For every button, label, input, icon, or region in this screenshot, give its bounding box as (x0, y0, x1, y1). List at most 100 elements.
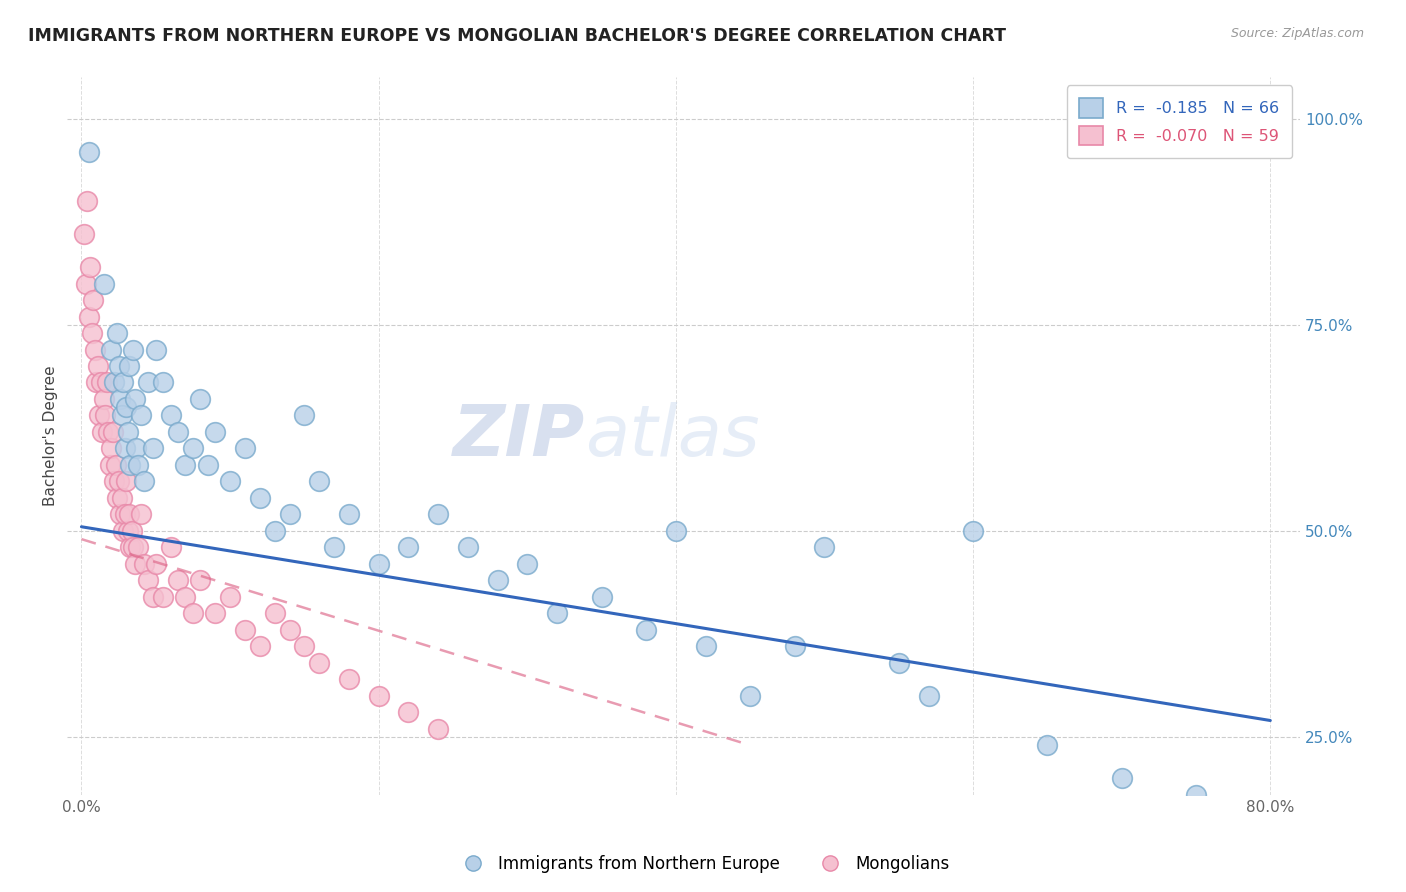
Point (396, 541, 419, 555)
Text: IMMIGRANTS FROM NORTHERN EUROPE VS MONGOLIAN BACHELOR'S DEGREE CORRELATION CHART: IMMIGRANTS FROM NORTHERN EUROPE VS MONGO… (28, 27, 1007, 45)
Point (103, 475, 125, 489)
Point (181, 442, 204, 456)
Point (219, 475, 242, 489)
Point (122, 541, 145, 555)
Point (197, 458, 219, 472)
Point (129, 409, 152, 423)
Point (427, 508, 450, 522)
Point (1140, 821, 1163, 835)
Point (112, 376, 135, 390)
Point (118, 359, 141, 373)
Point (263, 607, 285, 621)
Point (104, 458, 127, 472)
Point (219, 590, 242, 604)
Point (917, 689, 939, 703)
Point (1185, 788, 1208, 802)
Point (79, 260, 101, 274)
Point (427, 722, 450, 736)
Y-axis label: Bachelor's Degree: Bachelor's Degree (44, 366, 58, 507)
Point (105, 491, 128, 505)
Point (125, 442, 148, 456)
Point (100, 343, 122, 357)
Point (249, 854, 271, 868)
Point (249, 640, 271, 654)
Point (83, 343, 105, 357)
Point (233, 442, 256, 456)
Legend: R =  -0.185   N = 66, R =  -0.070   N = 59: R = -0.185 N = 66, R = -0.070 N = 59 (1067, 86, 1292, 158)
Point (107, 475, 129, 489)
Point (136, 574, 159, 588)
Point (127, 541, 149, 555)
Point (233, 623, 256, 637)
Point (367, 557, 389, 571)
Point (278, 623, 301, 637)
Point (1111, 771, 1133, 785)
Point (120, 458, 142, 472)
Point (82, 293, 104, 307)
Point (108, 392, 131, 406)
Point (93, 392, 115, 406)
Point (695, 640, 717, 654)
Point (121, 524, 143, 538)
Point (94, 409, 117, 423)
Point (114, 442, 136, 456)
Text: ZIP: ZIP (453, 401, 585, 471)
Point (159, 541, 181, 555)
Point (887, 656, 910, 670)
Point (249, 491, 271, 505)
Point (292, 409, 315, 423)
Point (591, 590, 613, 604)
Point (188, 392, 211, 406)
Point (136, 376, 159, 390)
Point (457, 541, 479, 555)
Point (1036, 738, 1059, 752)
Point (115, 475, 138, 489)
Point (204, 607, 226, 621)
Point (90, 376, 112, 390)
Point (93, 277, 115, 291)
Point (181, 607, 204, 621)
Point (962, 524, 984, 538)
Point (120, 541, 142, 555)
Point (117, 524, 139, 538)
Point (142, 442, 165, 456)
Point (263, 524, 285, 538)
Point (73, 227, 96, 241)
Point (152, 376, 174, 390)
Point (167, 574, 190, 588)
Point (118, 508, 141, 522)
Point (636, 623, 658, 637)
Legend: Immigrants from Northern Europe, Mongolians: Immigrants from Northern Europe, Mongoli… (450, 848, 956, 880)
Point (105, 326, 128, 340)
Point (107, 359, 129, 373)
Point (86, 376, 108, 390)
Point (115, 401, 138, 415)
Text: atlas: atlas (585, 401, 759, 471)
Point (486, 574, 509, 588)
Point (1229, 821, 1251, 835)
Point (323, 541, 346, 555)
Point (204, 425, 226, 439)
Point (110, 491, 132, 505)
Point (112, 524, 135, 538)
Point (129, 508, 152, 522)
Point (132, 557, 155, 571)
Point (76, 194, 98, 208)
Point (110, 409, 132, 423)
Point (77, 310, 100, 324)
Point (396, 705, 419, 719)
Point (117, 425, 139, 439)
Point (100, 442, 122, 456)
Point (127, 458, 149, 472)
Point (124, 392, 146, 406)
Point (665, 524, 688, 538)
Point (219, 837, 242, 851)
Point (308, 656, 330, 670)
Point (145, 821, 167, 835)
Point (337, 508, 360, 522)
Text: Source: ZipAtlas.com: Source: ZipAtlas.com (1230, 27, 1364, 40)
Point (308, 475, 330, 489)
Point (80, 326, 103, 340)
Point (96, 376, 118, 390)
Point (145, 343, 167, 357)
